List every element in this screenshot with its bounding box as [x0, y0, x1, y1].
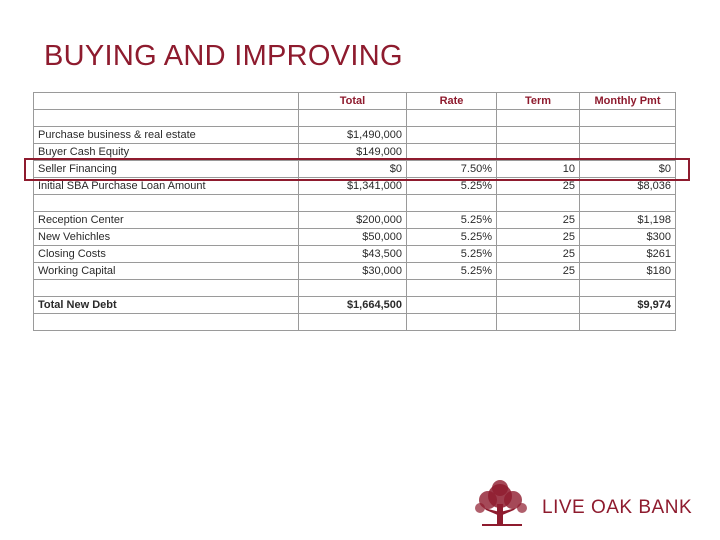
slide-title: BUYING AND IMPROVING	[44, 40, 403, 72]
term-cell: 25	[496, 228, 580, 246]
empty-cell	[406, 279, 497, 297]
empty-cell	[496, 296, 580, 314]
spacer-row	[33, 313, 676, 331]
total-cell: $200,000	[298, 211, 407, 229]
total-cell: $30,000	[298, 262, 407, 280]
empty-cell	[406, 313, 497, 331]
row-label: Initial SBA Purchase Loan Amount	[33, 177, 299, 195]
row-label: Closing Costs	[33, 245, 299, 263]
empty-cell	[33, 194, 299, 212]
row-label: Working Capital	[33, 262, 299, 280]
empty-cell	[298, 313, 407, 331]
empty-cell	[496, 313, 580, 331]
empty-cell	[33, 313, 299, 331]
term-cell: 25	[496, 245, 580, 263]
pmt-cell: $180	[579, 262, 676, 280]
total-cell: $43,500	[298, 245, 407, 263]
total-cell: $1,664,500	[298, 296, 407, 314]
highlight-box	[24, 158, 690, 181]
rate-cell: 5.25%	[406, 211, 497, 229]
empty-cell	[579, 194, 676, 212]
empty-cell	[496, 126, 580, 144]
total-cell: $50,000	[298, 228, 407, 246]
empty-cell	[406, 109, 497, 127]
empty-cell	[579, 279, 676, 297]
empty-cell	[298, 279, 407, 297]
empty-cell	[496, 109, 580, 127]
empty-cell	[33, 279, 299, 297]
empty-cell	[579, 126, 676, 144]
rate-cell: 5.25%	[406, 262, 497, 280]
table-row: Reception Center $200,000 5.25% 25 $1,198	[33, 211, 676, 229]
empty-cell	[496, 279, 580, 297]
spacer-row	[33, 109, 676, 127]
table-row: Purchase business & real estate $1,490,00…	[33, 126, 676, 144]
header-cell: Monthly Pmt	[579, 92, 676, 110]
pmt-cell: $1,198	[579, 211, 676, 229]
row-label: Purchase business & real estate	[33, 126, 299, 144]
empty-cell	[579, 313, 676, 331]
header-cell: Total	[298, 92, 407, 110]
empty-cell	[298, 109, 407, 127]
empty-cell	[298, 194, 407, 212]
table-row: Working Capital $30,000 5.25% 25 $180	[33, 262, 676, 280]
term-cell: 25	[496, 262, 580, 280]
empty-cell	[406, 194, 497, 212]
empty-cell	[33, 109, 299, 127]
pmt-cell: $261	[579, 245, 676, 263]
total-cell: $1,490,000	[298, 126, 407, 144]
empty-cell	[406, 296, 497, 314]
pmt-cell: $9,974	[579, 296, 676, 314]
table-row: Closing Costs $43,500 5.25% 25 $261	[33, 245, 676, 263]
loan-table: Total Rate Term Monthly Pmt Purchase busines…	[33, 92, 676, 331]
table-row: Total New Debt $1,664,500 $9,974	[33, 296, 676, 314]
header-cell	[33, 92, 299, 110]
header-cell: Rate	[406, 92, 497, 110]
empty-cell	[579, 109, 676, 127]
empty-cell	[406, 126, 497, 144]
table-row: Initial SBA Purchase Loan Amount $1,341,0…	[33, 177, 676, 195]
empty-cell	[496, 194, 580, 212]
rate-cell: 5.25%	[406, 245, 497, 263]
header-cell: Term	[496, 92, 580, 110]
spacer-row	[33, 194, 676, 212]
logo-text: LIVE OAK BANK	[542, 497, 692, 518]
row-label: New Vehichles	[33, 228, 299, 246]
row-label: Total New Debt	[33, 296, 299, 314]
row-label: Reception Center	[33, 211, 299, 229]
logo: LIVE OAK BANK	[475, 480, 692, 526]
spacer-row	[33, 279, 676, 297]
term-cell: 25	[496, 211, 580, 229]
header-row: Total Rate Term Monthly Pmt	[33, 92, 676, 110]
rate-cell: 5.25%	[406, 228, 497, 246]
logo-tree	[475, 480, 527, 526]
table-row: New Vehichles $50,000 5.25% 25 $300	[33, 228, 676, 246]
pmt-cell: $300	[579, 228, 676, 246]
